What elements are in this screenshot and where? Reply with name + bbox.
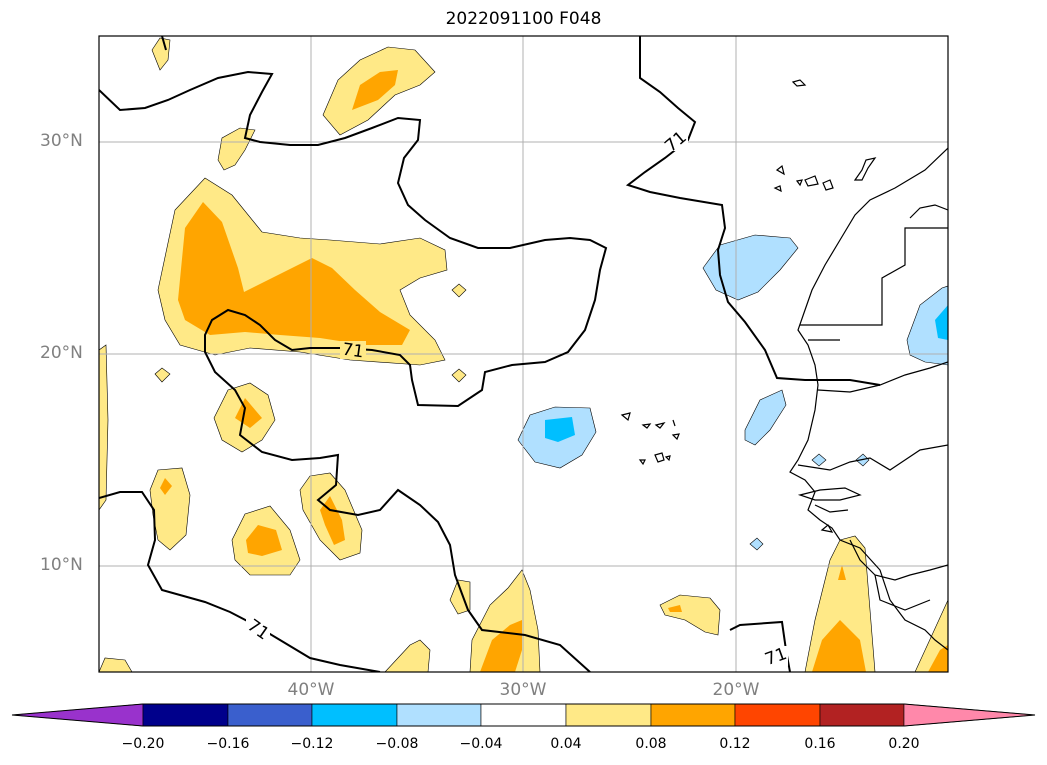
lat-label-30n: 30°N — [40, 131, 83, 151]
negative-anomaly-medium — [545, 305, 948, 442]
lon-label-40w: 40°W — [287, 680, 335, 700]
colorbar-tick: 0.04 — [550, 736, 582, 752]
colorbar-bin — [311, 703, 398, 727]
lon-label-20w: 20°W — [712, 680, 760, 700]
colorbar-tick: 0.16 — [804, 736, 836, 752]
map-frame — [98, 35, 949, 673]
colorbar — [11, 703, 1036, 727]
lat-label-10n: 10°N — [40, 555, 83, 575]
colorbar-tick: 0.08 — [635, 736, 667, 752]
colorbar-bin — [650, 703, 736, 727]
colorbar-tick: −0.16 — [206, 736, 250, 752]
colorbar-tick: −0.20 — [121, 736, 165, 752]
colorbar-tick: −0.12 — [290, 736, 334, 752]
colorbar-extend-low — [11, 703, 144, 727]
colorbar-bin — [227, 703, 313, 727]
colorbar-tick: −0.08 — [375, 736, 419, 752]
map-plot-area: 71 71 71 71 — [99, 36, 948, 672]
negative-anomaly-light — [517, 234, 948, 551]
lon-label-30w: 30°W — [499, 680, 547, 700]
colorbar-bin — [142, 703, 229, 727]
colorbar-tick: 0.12 — [719, 736, 751, 752]
colorbar-bin — [565, 703, 652, 727]
colorbar-bin — [819, 703, 905, 727]
contour-label: 71 — [341, 340, 365, 363]
colorbar-extend-high — [903, 703, 1036, 727]
colorbar-tick: −0.04 — [459, 736, 503, 752]
map-title: 2022091100 F048 — [445, 9, 602, 29]
coastline — [620, 79, 948, 651]
colorbar-bin — [480, 703, 567, 727]
graticule — [99, 36, 948, 672]
colorbar-tick: 0.20 — [888, 736, 920, 752]
colorbar-bin — [734, 703, 821, 727]
colorbar-bin — [396, 703, 482, 727]
lat-label-20n: 20°N — [40, 343, 83, 363]
